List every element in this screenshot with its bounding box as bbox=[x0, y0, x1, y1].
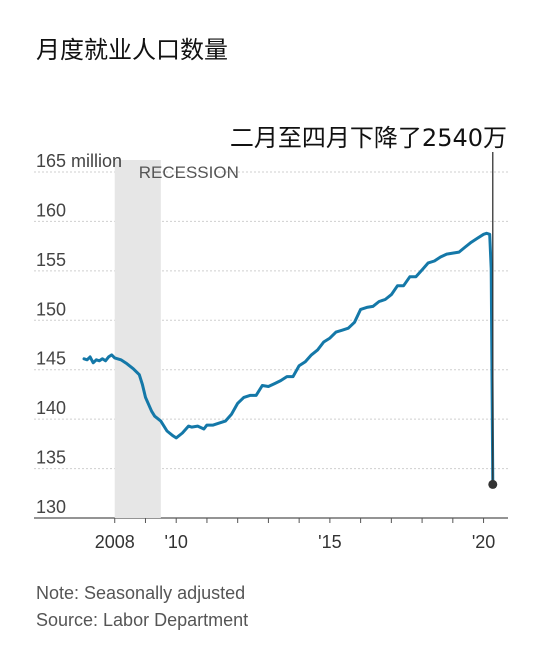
y-tick-label: 135 bbox=[36, 448, 66, 468]
recession-layer: RECESSION bbox=[114, 160, 239, 518]
y-tick-label: 155 bbox=[36, 250, 66, 270]
x-tick-layer: 2008 '10 '15 '20 bbox=[95, 518, 495, 552]
grid-layer bbox=[34, 171, 508, 519]
y-tick-label: 150 bbox=[36, 299, 66, 319]
x-tick-label: '10 bbox=[164, 532, 187, 552]
recession-label: RECESSION bbox=[139, 163, 239, 182]
drop-annotation: 二月至四月下降了2540万 bbox=[229, 124, 507, 152]
recession-band bbox=[114, 160, 161, 518]
employment-line-chart: RECESSION 130 135 140 145 150 155 160 165 milli… bbox=[34, 151, 508, 552]
x-tick-label: '15 bbox=[318, 532, 341, 552]
y-tick-label: 165 million bbox=[36, 151, 122, 171]
x-tick-label: 2008 bbox=[95, 532, 135, 552]
annotation-layer bbox=[488, 152, 498, 489]
employment-series-line bbox=[82, 231, 495, 486]
chart-title: 月度就业人口数量 bbox=[36, 36, 228, 64]
note-text: Note: Seasonally adjusted bbox=[36, 583, 246, 603]
y-tick-label: 140 bbox=[36, 398, 66, 418]
y-tick-layer: 130 135 140 145 150 155 160 165 million bbox=[36, 151, 122, 517]
y-tick-label: 145 bbox=[36, 349, 66, 369]
april-2020-point bbox=[488, 479, 498, 489]
source-text: Source: Labor Department bbox=[36, 610, 249, 630]
y-tick-label: 130 bbox=[36, 497, 66, 517]
y-tick-label: 160 bbox=[36, 200, 66, 220]
series-layer bbox=[82, 231, 495, 486]
x-tick-label: '20 bbox=[472, 532, 495, 552]
